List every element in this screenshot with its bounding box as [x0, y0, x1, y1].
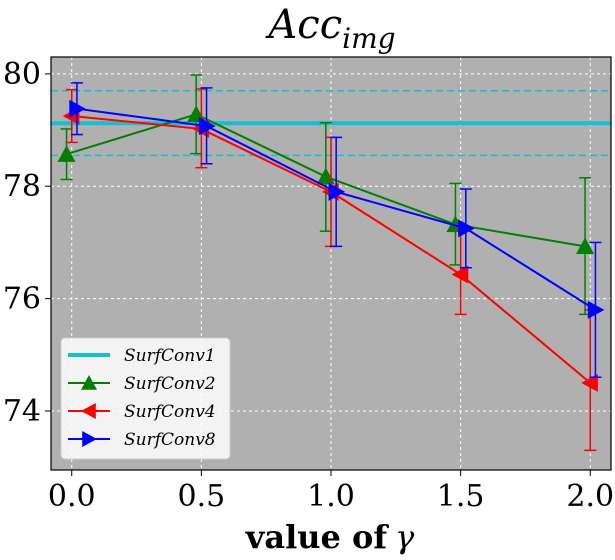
legend-label: SurfConv2: [124, 374, 216, 394]
y-tick-label-2: 78: [3, 169, 41, 204]
legend-label: SurfConv4: [124, 402, 216, 422]
data-point: [198, 117, 216, 136]
chart-title-sub: img: [342, 22, 395, 55]
x-axis-label-symbol: γ: [395, 518, 415, 556]
legend-swatch-marker: [82, 431, 97, 447]
legend-label: SurfConv1: [124, 346, 216, 366]
y-tick-label-3: 80: [3, 57, 41, 92]
y-tick-label-1: 76: [3, 282, 41, 317]
x-tick-label-1: 0.5: [178, 479, 226, 514]
series-SurfConv8: [69, 82, 605, 379]
data-point: [581, 373, 598, 392]
x-tick-label-3: 1.5: [437, 479, 485, 514]
x-axis-label-prefix: value of: [245, 518, 390, 556]
x-tick-label-4: 2.0: [566, 479, 614, 514]
legend-swatch-marker: [81, 375, 97, 390]
legend-box: [60, 337, 231, 460]
chart-title-main: Acc: [264, 2, 342, 48]
chart-title: Accimg: [264, 2, 395, 55]
legend-swatch-marker: [81, 403, 96, 419]
data-point: [69, 99, 86, 118]
y-tick-label-0: 74: [3, 394, 41, 429]
x-tick-label-2: 1.0: [307, 479, 355, 514]
legend-item-SurfConv2: SurfConv2: [68, 374, 216, 394]
legend-item-SurfConv4: SurfConv4: [68, 402, 216, 422]
x-tick-label-0: 0.0: [48, 479, 96, 514]
data-point: [458, 219, 475, 238]
legend-label: SurfConv8: [124, 430, 216, 450]
data-point: [328, 182, 346, 201]
data-point: [57, 145, 76, 162]
plot-area: 0.0 0.5 1.0 1.5 2.074767880SurfConv1SurfConv…: [3, 56, 614, 514]
data-point: [587, 300, 605, 319]
legend-item-SurfConv8: SurfConv8: [68, 430, 216, 450]
legend-item-SurfConv1: SurfConv1: [68, 346, 216, 366]
data-point: [576, 237, 595, 255]
data-point: [451, 265, 469, 284]
x-axis-label: value of γ: [245, 518, 415, 556]
legend: SurfConv1 SurfConv2 SurfConv4 SurfConv8: [60, 337, 231, 460]
